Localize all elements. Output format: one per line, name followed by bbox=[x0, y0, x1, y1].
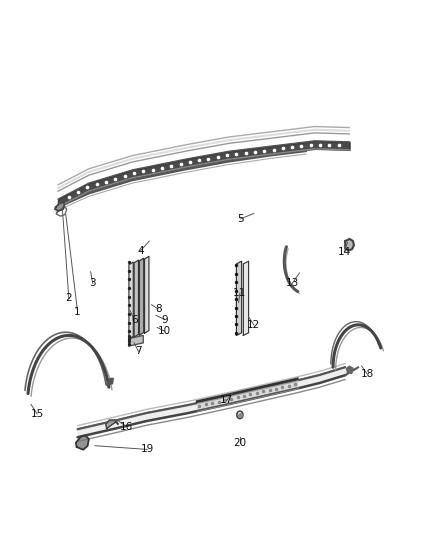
Text: 19: 19 bbox=[141, 445, 154, 455]
Polygon shape bbox=[55, 202, 64, 211]
Text: 14: 14 bbox=[338, 247, 351, 257]
Text: 1: 1 bbox=[74, 306, 81, 317]
Polygon shape bbox=[237, 261, 242, 335]
Polygon shape bbox=[145, 256, 149, 333]
Polygon shape bbox=[76, 435, 89, 450]
Text: 3: 3 bbox=[89, 278, 96, 288]
Polygon shape bbox=[134, 260, 138, 337]
Text: 9: 9 bbox=[161, 314, 168, 325]
Polygon shape bbox=[244, 261, 249, 335]
Text: 12: 12 bbox=[247, 320, 261, 330]
Text: 8: 8 bbox=[155, 304, 161, 314]
Text: 11: 11 bbox=[233, 288, 247, 298]
Polygon shape bbox=[346, 366, 353, 374]
Text: 7: 7 bbox=[135, 346, 142, 357]
Polygon shape bbox=[139, 258, 144, 335]
Polygon shape bbox=[129, 335, 143, 346]
Text: 6: 6 bbox=[131, 314, 138, 325]
Text: 20: 20 bbox=[233, 438, 247, 448]
Text: 13: 13 bbox=[286, 278, 299, 288]
Text: 10: 10 bbox=[158, 326, 171, 336]
Polygon shape bbox=[106, 420, 118, 429]
Text: 18: 18 bbox=[360, 369, 374, 378]
Text: 15: 15 bbox=[31, 409, 44, 419]
Text: 16: 16 bbox=[120, 422, 133, 432]
Text: 4: 4 bbox=[138, 246, 144, 256]
Text: 2: 2 bbox=[66, 293, 72, 303]
Polygon shape bbox=[129, 262, 133, 339]
Text: 5: 5 bbox=[237, 214, 244, 224]
Text: 17: 17 bbox=[220, 395, 233, 405]
Polygon shape bbox=[106, 378, 113, 385]
Polygon shape bbox=[345, 239, 354, 251]
